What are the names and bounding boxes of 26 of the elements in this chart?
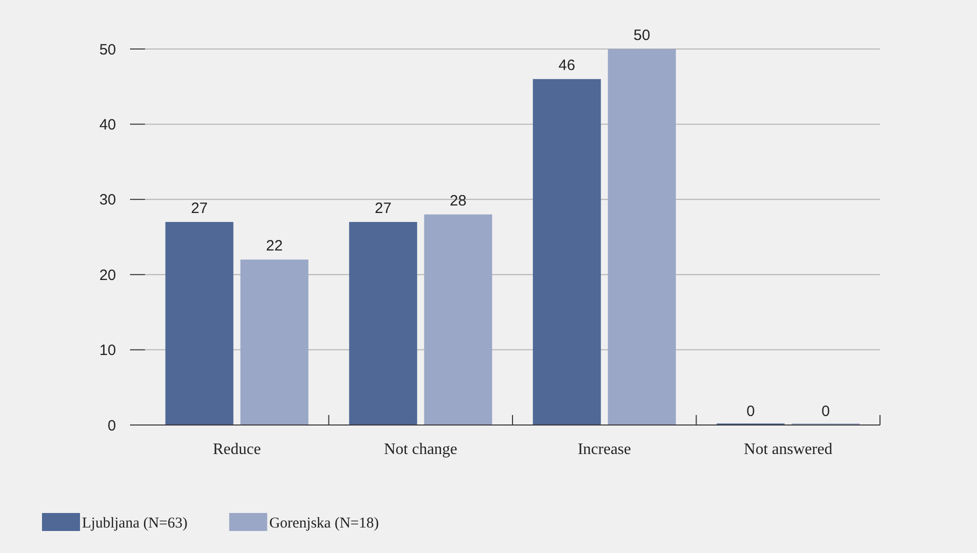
- y-tick-label: 0: [108, 417, 116, 434]
- y-tick-label: 10: [99, 342, 116, 360]
- y-tick-label: 40: [99, 116, 116, 134]
- data-label: 0: [821, 403, 830, 420]
- bar: [240, 260, 308, 425]
- data-label: 22: [266, 238, 283, 255]
- bar: [532, 79, 601, 425]
- y-tick-label: 50: [99, 41, 116, 58]
- x-tick-label: Increase: [578, 441, 632, 458]
- data-label: 27: [374, 200, 392, 217]
- x-tick-label: Not answered: [744, 441, 832, 458]
- data-label: 27: [191, 200, 208, 217]
- x-tick-label: Reduce: [212, 441, 261, 458]
- legend-label: Ljubljana (N=63): [82, 515, 188, 532]
- bar: [349, 222, 418, 425]
- y-tick-label: 20: [99, 266, 116, 284]
- x-tick-label: Not change: [384, 441, 458, 458]
- data-label: 46: [558, 57, 576, 74]
- legend-label: Gorenjska (N=18): [269, 515, 379, 532]
- bar: [165, 222, 234, 425]
- data-label: 28: [450, 192, 466, 210]
- y-tick-label: 30: [99, 192, 116, 209]
- bar: [608, 49, 676, 425]
- bar: [424, 214, 492, 425]
- data-label: 0: [746, 403, 755, 420]
- data-label: 50: [634, 27, 650, 44]
